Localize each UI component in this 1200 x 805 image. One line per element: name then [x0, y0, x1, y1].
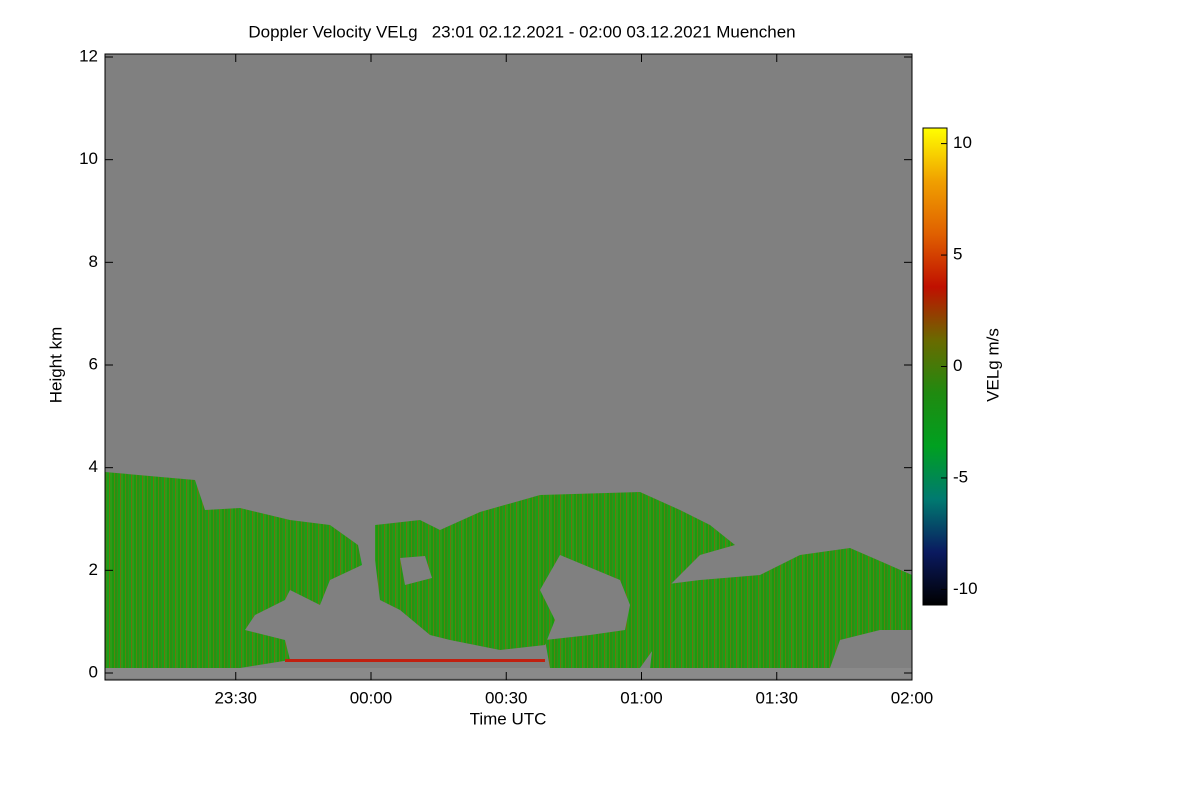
y-axis-label: Height km	[46, 327, 65, 404]
colorbar-label: VELg m/s	[983, 328, 1002, 402]
y-tick-label: 10	[79, 149, 98, 168]
x-tick-label: 02:00	[891, 688, 934, 707]
colorbar-tick-label: 5	[953, 245, 962, 264]
x-tick-label: 23:30	[214, 688, 257, 707]
colorbar-tick-label: -5	[953, 467, 968, 486]
colorbar-tick-label: 10	[953, 133, 972, 152]
x-tick-label: 00:00	[350, 688, 393, 707]
colorbar-tick-label: -10	[953, 579, 978, 598]
y-tick-label: 8	[89, 252, 98, 271]
y-tick-label: 4	[89, 457, 98, 476]
x-axis-label: Time UTC	[470, 709, 547, 728]
y-tick-label: 0	[89, 662, 98, 681]
y-tick-label: 12	[79, 46, 98, 65]
x-tick-label: 01:30	[755, 688, 798, 707]
plot-frame	[104, 53, 913, 681]
colorbar-tick-label: 0	[953, 356, 962, 375]
y-tick-label: 2	[89, 560, 98, 579]
echo-field	[105, 472, 912, 678]
x-tick-label: 01:00	[620, 688, 663, 707]
chart-title: Doppler Velocity VELg 23:01 02.12.2021 -…	[248, 22, 795, 41]
y-tick-label: 6	[89, 354, 98, 373]
x-tick-label: 00:30	[485, 688, 528, 707]
